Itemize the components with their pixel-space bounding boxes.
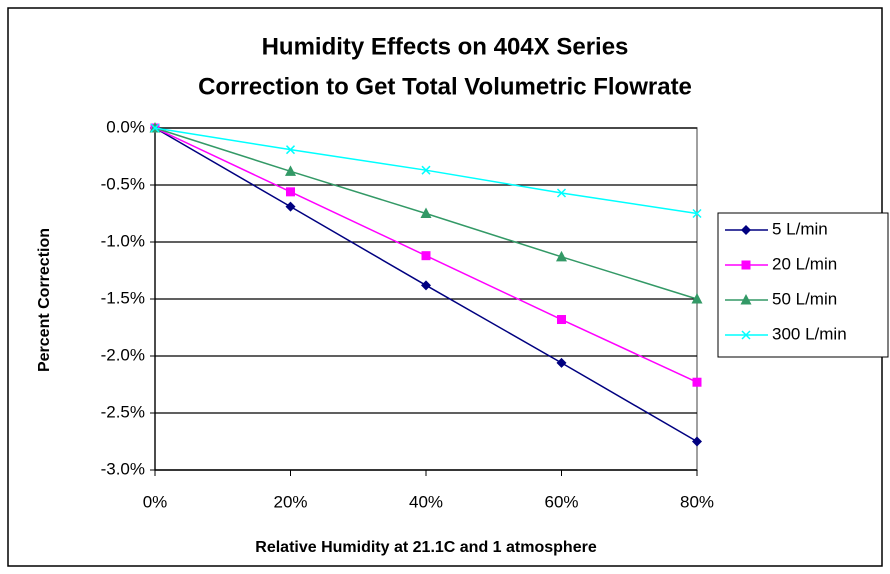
chart-title: Correction to Get Total Volumetric Flowr… bbox=[198, 73, 692, 100]
data-point bbox=[692, 377, 702, 387]
y-tick-label: -1.0% bbox=[101, 231, 145, 250]
data-point bbox=[692, 208, 702, 219]
x-tick-label: 60% bbox=[544, 492, 578, 511]
chart-title: Humidity Effects on 404X Series bbox=[262, 33, 629, 60]
data-point bbox=[285, 201, 296, 212]
data-point bbox=[285, 165, 296, 176]
y-tick-label: -0.5% bbox=[101, 174, 145, 193]
y-tick-label: -2.5% bbox=[101, 402, 145, 421]
legend-label: 300 L/min bbox=[772, 324, 847, 343]
legend-marker bbox=[741, 260, 751, 270]
data-point bbox=[556, 188, 567, 198]
data-point bbox=[557, 315, 566, 325]
data-point bbox=[421, 251, 431, 261]
y-tick-label: -2.0% bbox=[101, 345, 145, 364]
legend-marker bbox=[741, 330, 751, 340]
x-axis-title: Relative Humidity at 21.1C and 1 atmosph… bbox=[255, 539, 597, 556]
data-point bbox=[691, 293, 703, 304]
x-tick-label: 20% bbox=[273, 492, 307, 511]
y-tick-label: -3.0% bbox=[101, 459, 145, 478]
y-tick-label: 0.0% bbox=[106, 117, 145, 136]
data-point bbox=[421, 280, 431, 291]
legend-label: 20 L/min bbox=[772, 254, 837, 273]
data-point bbox=[150, 123, 160, 133]
data-point bbox=[420, 207, 432, 218]
legend-marker bbox=[740, 294, 752, 305]
x-tick-label: 80% bbox=[680, 492, 714, 511]
data-point bbox=[556, 357, 567, 368]
y-tick-label: -1.5% bbox=[101, 288, 145, 307]
data-point bbox=[421, 165, 431, 175]
data-point bbox=[286, 187, 295, 197]
legend-box bbox=[717, 212, 889, 358]
x-tick-label: 40% bbox=[409, 492, 443, 511]
legend-label: 5 L/min bbox=[772, 219, 828, 238]
data-point bbox=[556, 250, 567, 262]
data-point bbox=[285, 145, 296, 155]
legend-marker bbox=[741, 225, 751, 235]
legend-label: 50 L/min bbox=[772, 289, 837, 308]
data-point bbox=[692, 436, 702, 447]
x-tick-label: 0% bbox=[143, 492, 168, 511]
y-axis-title: Percent Correction bbox=[36, 228, 53, 372]
